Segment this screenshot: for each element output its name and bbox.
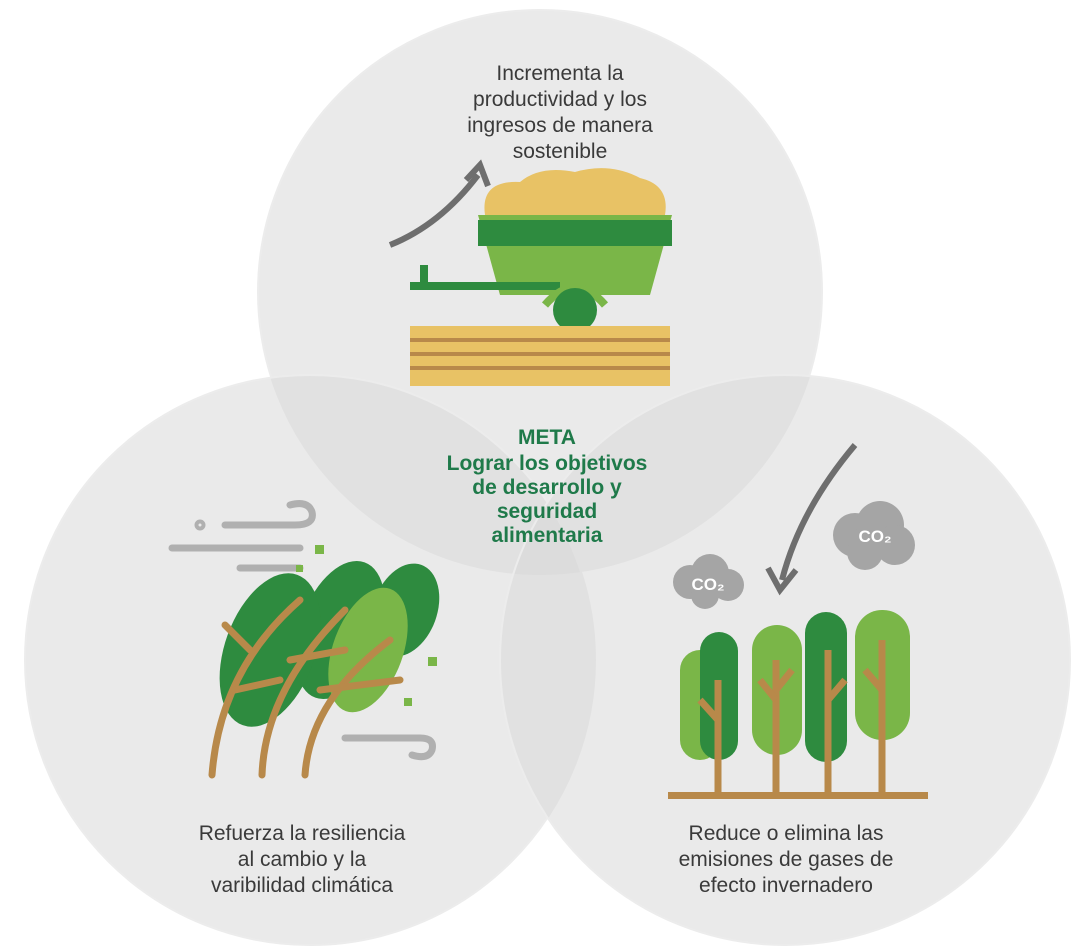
- label-line: sostenible: [513, 140, 608, 163]
- co2-label: CO₂: [858, 527, 891, 546]
- page: CO₂ CO₂ Incrementa la productividad y lo…: [0, 0, 1076, 948]
- goal-line: alimentaria: [492, 524, 603, 547]
- venn-diagram: CO₂ CO₂ Incrementa la productividad y lo…: [0, 0, 1076, 948]
- label-line: Incrementa la: [496, 62, 624, 85]
- label-line: varibilidad climática: [211, 874, 393, 897]
- goal-line: seguridad: [497, 500, 597, 523]
- goal-line: Lograr los objetivos: [447, 452, 648, 475]
- label-line: Reduce o elimina las: [689, 822, 884, 845]
- label-line: emisiones de gases de: [679, 848, 894, 871]
- label-line: productividad y los: [473, 88, 647, 111]
- goal-line: de desarrollo y: [472, 476, 622, 499]
- label-line: ingresos de manera: [467, 114, 653, 137]
- label-line: Refuerza la resiliencia: [199, 822, 406, 845]
- label-line: al cambio y la: [238, 848, 367, 871]
- goal-title: META: [518, 426, 576, 449]
- right-label: Reduce o elimina las emisiones de gases …: [679, 822, 894, 897]
- co2-label: CO₂: [691, 575, 724, 594]
- label-line: efecto invernadero: [699, 874, 873, 897]
